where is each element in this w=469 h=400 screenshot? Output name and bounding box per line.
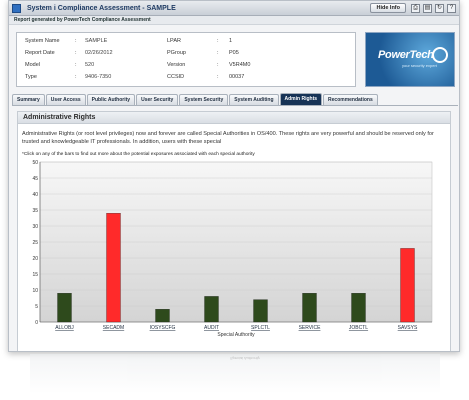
y-tick-label: 30 [32, 224, 38, 230]
y-tick-label: 45 [32, 176, 38, 182]
save-icon[interactable]: ▤ [423, 3, 432, 13]
tab-public-authority[interactable]: Public Authority [86, 94, 136, 105]
refresh-icon[interactable]: ↻ [435, 3, 444, 13]
bar-jobctl[interactable] [351, 293, 366, 323]
info-label: Type [25, 74, 37, 80]
bar-secadm[interactable] [106, 213, 121, 323]
tab-recommendations[interactable]: Recommendations [323, 94, 378, 105]
bar-splctl[interactable] [253, 299, 268, 323]
y-tick-label: 10 [32, 288, 38, 294]
logo-tagline: your security expert [402, 63, 437, 68]
info-row-model: Model: 520 Version: V5R4M0 [25, 62, 289, 70]
info-label: PGroup [167, 50, 186, 56]
y-tick-label: 15 [32, 272, 38, 278]
y-tick-label: 20 [32, 256, 38, 262]
info-label: Version [167, 62, 186, 68]
y-tick-label: 25 [32, 240, 38, 246]
chart-note: *Click on any of the bars to find out mo… [22, 152, 255, 157]
info-value: P05 [229, 50, 239, 56]
tab-system-security[interactable]: System Security [179, 94, 229, 105]
bar-audit[interactable] [204, 296, 219, 323]
chart-reflection: Special Authority [30, 354, 440, 394]
x-tick-label: SECADM [103, 325, 124, 331]
info-value: SAMPLE [85, 38, 108, 44]
powertech-logo: PowerTech your security expert [365, 32, 455, 87]
bar-iosyscfg[interactable] [155, 309, 170, 323]
tab-user-access[interactable]: User Access [45, 94, 86, 105]
section-title: Administrative Rights [18, 112, 450, 124]
logo-brand: PowerTech [378, 49, 434, 61]
info-value: 02/26/2012 [85, 50, 113, 56]
logo-circle-icon [432, 47, 448, 63]
help-icon[interactable]: ? [447, 3, 456, 13]
y-tick-label: 50 [32, 160, 38, 166]
y-tick-label: 40 [32, 192, 38, 198]
info-value: 00037 [229, 74, 245, 80]
special-authority-bar-chart: 0 5 10 15 20 25 30 35 40 45 50 ALLOBJ SECADM IOSYSCFG… [32, 160, 433, 338]
tab-bar: Summary User Access Public Authority Use… [12, 93, 458, 106]
title-bar: System i Compliance Assessment - SAMPLE … [9, 1, 459, 16]
window-title: System i Compliance Assessment - SAMPLE [27, 4, 176, 12]
info-row-type: Type: 9406-7350 CCSID: 00037 [25, 74, 289, 82]
y-tick-label: 35 [32, 208, 38, 214]
hide-info-button[interactable]: Hide Info [370, 3, 406, 13]
info-value: V5R4M0 [229, 62, 251, 68]
tab-system-auditing[interactable]: System Auditing [229, 94, 279, 105]
info-value: 9406-7350 [85, 74, 112, 80]
info-value: 1 [229, 38, 233, 44]
info-label: LPAR [167, 38, 181, 44]
x-tick-label: SPLCTL [251, 325, 270, 331]
x-axis-label: Special Authority [217, 332, 255, 338]
reflection-label: Special Authority [230, 356, 260, 361]
bar-allobj[interactable] [57, 293, 72, 323]
app-icon [12, 3, 21, 13]
tab-summary[interactable]: Summary [12, 94, 45, 105]
section-description: Administrative Rights (or root level pri… [22, 131, 434, 145]
x-tick-label: IOSYSCFG [150, 325, 176, 331]
info-label: Report Date [25, 50, 55, 56]
tab-admin-rights[interactable]: Admin Rights [279, 93, 323, 105]
tab-user-security[interactable]: User Security [136, 94, 179, 105]
bar-service[interactable] [302, 293, 317, 323]
x-tick-label: SAVSYS [398, 325, 418, 331]
info-value: 520 [85, 62, 95, 68]
y-tick-label: 0 [35, 320, 38, 326]
x-tick-label: ALLOBJ [55, 325, 74, 331]
print-icon[interactable]: ⎙ [411, 3, 420, 13]
info-row-report-date: Report Date: 02/26/2012 PGroup: P05 [25, 50, 289, 58]
x-tick-label: JOBCTL [349, 325, 368, 331]
info-label: System Name [25, 38, 60, 44]
y-tick-label: 5 [35, 304, 38, 310]
report-generated-line: Report generated by PowerTech Compliance… [9, 16, 459, 25]
info-label: CCSID [167, 74, 185, 80]
info-label: Model [25, 62, 40, 68]
info-row-system-name: System Name: SAMPLE LPAR: 1 [25, 38, 289, 46]
bar-savsys[interactable] [400, 248, 415, 323]
system-info-panel: System Name: SAMPLE LPAR: 1 Report Date:… [16, 32, 356, 87]
x-tick-label: AUDIT [204, 325, 219, 331]
x-tick-label: SERVICE [299, 325, 322, 331]
